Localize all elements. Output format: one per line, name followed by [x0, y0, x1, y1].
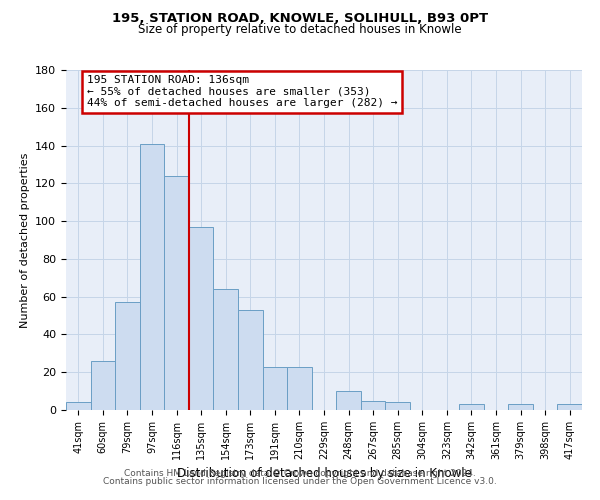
Bar	[459, 404, 484, 410]
Bar	[557, 404, 582, 410]
Text: Contains public sector information licensed under the Open Government Licence v3: Contains public sector information licen…	[103, 477, 497, 486]
Bar	[66, 402, 91, 410]
Bar	[361, 400, 385, 410]
Bar	[115, 302, 140, 410]
Y-axis label: Number of detached properties: Number of detached properties	[20, 152, 29, 328]
Text: Contains HM Land Registry data © Crown copyright and database right 2024.: Contains HM Land Registry data © Crown c…	[124, 468, 476, 477]
Bar	[91, 361, 115, 410]
Bar	[385, 402, 410, 410]
Bar	[508, 404, 533, 410]
Bar	[214, 289, 238, 410]
Bar	[238, 310, 263, 410]
Bar	[287, 366, 312, 410]
Text: 195 STATION ROAD: 136sqm
← 55% of detached houses are smaller (353)
44% of semi-: 195 STATION ROAD: 136sqm ← 55% of detach…	[86, 75, 397, 108]
X-axis label: Distribution of detached houses by size in Knowle: Distribution of detached houses by size …	[176, 468, 472, 480]
Text: Size of property relative to detached houses in Knowle: Size of property relative to detached ho…	[138, 22, 462, 36]
Bar	[336, 391, 361, 410]
Text: 195, STATION ROAD, KNOWLE, SOLIHULL, B93 0PT: 195, STATION ROAD, KNOWLE, SOLIHULL, B93…	[112, 12, 488, 26]
Bar	[189, 227, 214, 410]
Bar	[140, 144, 164, 410]
Bar	[164, 176, 189, 410]
Bar	[263, 366, 287, 410]
